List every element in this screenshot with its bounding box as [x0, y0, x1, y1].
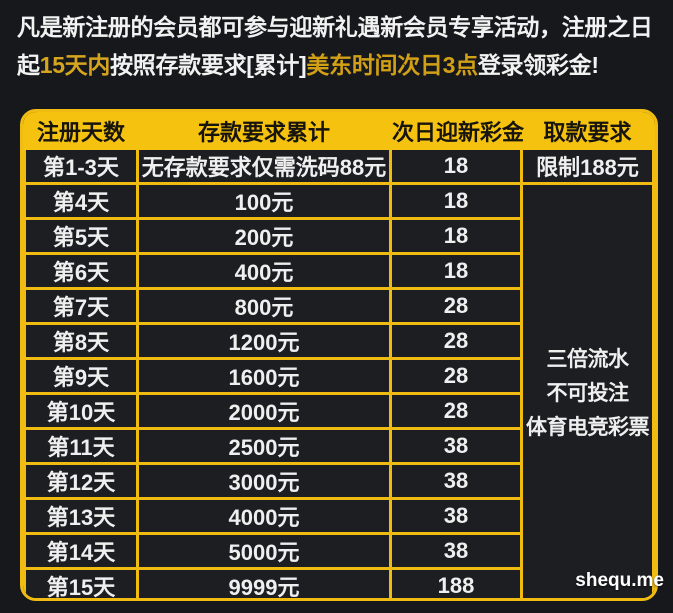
header-nextday-bonus: 次日迎新彩金: [389, 112, 524, 150]
table-row: 第9天 1600元 28: [23, 357, 654, 395]
bonus-cell: 38: [389, 427, 523, 465]
table-row: 第11天 2500元 38: [23, 427, 654, 465]
bonus-cell: 18: [389, 217, 523, 255]
deposit-cell: 2500元: [136, 427, 392, 465]
table-row: 第5天 200元 18: [23, 217, 654, 255]
table-row: 第13天 4000元 38: [23, 497, 654, 535]
bonus-cell: 18: [389, 182, 523, 220]
bonus-cell: 28: [389, 322, 523, 360]
day-cell: 第7天: [23, 287, 139, 325]
bonus-cell: 28: [389, 287, 523, 325]
withdraw-rule-line3: 体育电竞彩票: [526, 415, 650, 439]
day-cell: 第14天: [23, 532, 139, 570]
promo-intro-text: 凡是新注册的会员都可参与迎新礼遇新会员专享活动，注册之日 起15天内按照存款要求…: [17, 8, 667, 84]
deposit-cell: 无存款要求仅需洗码88元: [136, 147, 392, 185]
withdraw-cell: 限制188元: [520, 147, 655, 185]
table-row: 第1-3天 无存款要求仅需洗码88元 18 限制188元: [23, 147, 655, 185]
day-cell: 第10天: [23, 392, 139, 430]
bonus-cell: 28: [389, 357, 523, 395]
day-cell: 第6天: [23, 252, 139, 290]
table-header-row: 注册天数 存款要求累计 次日迎新彩金 取款要求: [23, 112, 655, 150]
deposit-cell: 1200元: [136, 322, 392, 360]
bonus-cell: 38: [389, 462, 523, 500]
deposit-cell: 2000元: [136, 392, 392, 430]
bonus-cell: 18: [389, 252, 523, 290]
table-row: 第10天 2000元 28: [23, 392, 654, 430]
bonus-cell: 38: [389, 532, 523, 570]
header-deposit-requirement: 存款要求累计: [136, 112, 392, 150]
bonus-cell: 38: [389, 497, 523, 535]
day-cell: 第9天: [23, 357, 139, 395]
promo-table: 注册天数 存款要求累计 次日迎新彩金 取款要求 第1-3天 无存款要求仅需洗码8…: [20, 109, 658, 601]
table-row: 第14天 5000元 38: [23, 532, 654, 570]
day-cell: 第11天: [23, 427, 139, 465]
bonus-schedule-table: 注册天数 存款要求累计 次日迎新彩金 取款要求 第1-3天 无存款要求仅需洗码8…: [23, 112, 655, 598]
day-cell: 第1-3天: [23, 147, 139, 185]
table-row: 第12天 3000元 38: [23, 462, 654, 500]
promo-intro-line2: 起15天内按照存款要求[累计]美东时间次日3点登录领彩金!: [17, 46, 667, 84]
day-cell: 第13天: [23, 497, 139, 535]
deposit-cell: 5000元: [136, 532, 392, 570]
intro-seg-time-highlight: 美东时间次日3点: [306, 52, 478, 78]
day-cell: 第4天: [23, 182, 139, 220]
bonus-cell: 28: [389, 392, 523, 430]
withdraw-rule-line2: 不可投注: [546, 381, 630, 405]
table-row: 第4天 100元 18 三倍流水 不可投注 体育电竞彩票: [23, 182, 655, 598]
withdraw-rule-line1: 三倍流水: [546, 347, 630, 371]
deposit-cell: 3000元: [136, 462, 392, 500]
deposit-cell: 800元: [136, 287, 392, 325]
table-row: 第15天 9999元 188: [23, 567, 654, 598]
header-register-days: 注册天数: [23, 112, 139, 150]
table-row: 第8天 1200元 28: [23, 322, 654, 360]
bonus-cell: 18: [389, 147, 523, 185]
deposit-cell: 400元: [136, 252, 392, 290]
table-row: 第6天 400元 18: [23, 252, 654, 290]
withdraw-merged-cell: 三倍流水 不可投注 体育电竞彩票: [520, 182, 655, 598]
intro-seg-plain: 起: [17, 52, 40, 78]
intro-seg-days-highlight: 15天内: [39, 52, 111, 78]
day-cell: 第15天: [23, 567, 139, 598]
day-cell: 第5天: [23, 217, 139, 255]
bonus-cell: 188: [389, 567, 523, 598]
intro-seg-plain: 登录领彩金!: [477, 52, 599, 78]
day-cell: 第12天: [23, 462, 139, 500]
table-row: 第7天 800元 28: [23, 287, 654, 325]
watermark: shequ.me: [575, 570, 664, 591]
deposit-cell: 100元: [136, 182, 392, 220]
promo-intro-line1: 凡是新注册的会员都可参与迎新礼遇新会员专享活动，注册之日: [17, 14, 653, 40]
deposit-cell: 9999元: [136, 567, 392, 598]
header-withdraw-requirement: 取款要求: [520, 112, 655, 150]
day-cell: 第8天: [23, 322, 139, 360]
deposit-cell: 200元: [136, 217, 392, 255]
deposit-cell: 4000元: [136, 497, 392, 535]
intro-seg-plain: 按照存款要求[累计]: [110, 52, 307, 78]
deposit-cell: 1600元: [136, 357, 392, 395]
